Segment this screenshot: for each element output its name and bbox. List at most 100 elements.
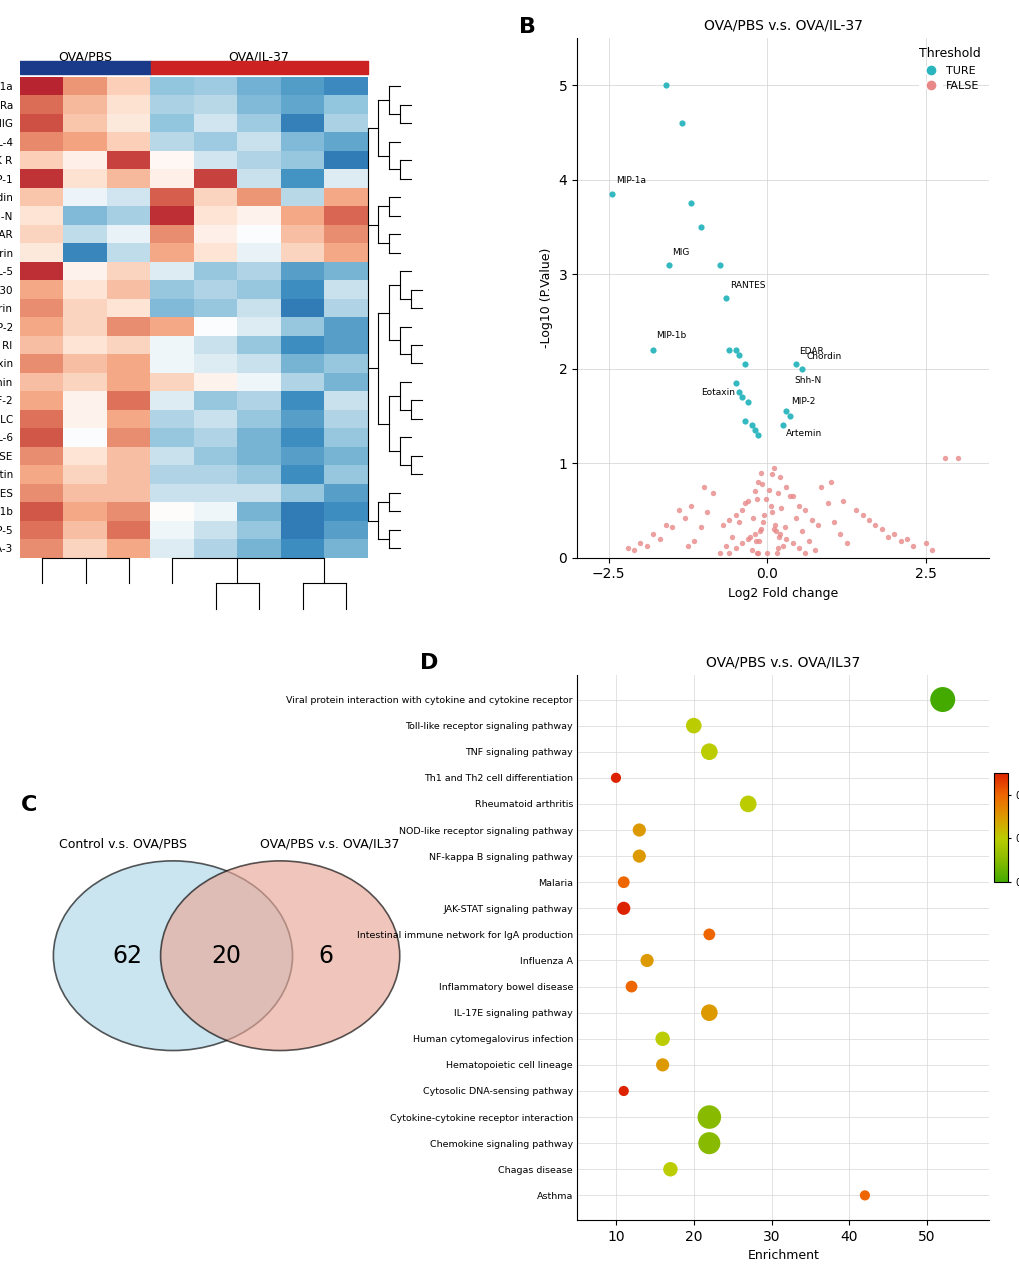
Point xyxy=(743,416,759,436)
Point xyxy=(860,510,876,530)
Point xyxy=(698,502,714,522)
Point xyxy=(680,536,696,557)
Point xyxy=(822,472,839,492)
Point xyxy=(794,358,810,379)
Point xyxy=(743,540,759,561)
Point xyxy=(730,344,746,365)
Point xyxy=(745,507,761,527)
Point xyxy=(787,507,803,527)
Point xyxy=(751,521,767,541)
Text: Eotaxin: Eotaxin xyxy=(700,388,734,397)
Point xyxy=(663,517,680,538)
Point xyxy=(825,511,842,531)
Point xyxy=(737,493,753,513)
Point xyxy=(757,489,773,510)
Text: Control v.s. OVA/PBS: Control v.s. OVA/PBS xyxy=(59,838,187,850)
Point xyxy=(777,402,794,422)
Point xyxy=(720,510,737,530)
Point xyxy=(737,411,753,431)
Point xyxy=(854,505,870,525)
Point xyxy=(638,951,654,971)
Point xyxy=(654,1028,671,1049)
Point xyxy=(638,536,654,557)
Point xyxy=(766,521,783,541)
X-axis label: Enrichment: Enrichment xyxy=(747,1249,818,1262)
Point xyxy=(607,768,624,788)
Point xyxy=(717,536,734,557)
Point xyxy=(686,530,702,550)
Point xyxy=(740,491,756,511)
Point xyxy=(619,538,635,558)
Point xyxy=(818,493,835,513)
Point xyxy=(866,515,882,535)
X-axis label: Log2 Fold change: Log2 Fold change xyxy=(728,587,838,600)
Point xyxy=(763,464,780,484)
Point xyxy=(631,846,647,867)
Ellipse shape xyxy=(53,860,292,1051)
Point xyxy=(746,524,762,544)
Point xyxy=(717,287,734,308)
Point xyxy=(949,449,965,469)
Point xyxy=(700,1003,716,1023)
Point xyxy=(892,530,908,550)
Point xyxy=(763,502,780,522)
Point xyxy=(794,521,810,541)
Point xyxy=(777,529,794,549)
Text: 6: 6 xyxy=(318,943,333,967)
Text: 20: 20 xyxy=(211,943,242,967)
Point xyxy=(723,526,740,547)
Point xyxy=(692,217,708,238)
Point xyxy=(747,530,763,550)
Point xyxy=(781,486,797,506)
Point xyxy=(651,529,667,549)
Point xyxy=(644,339,660,360)
Point xyxy=(700,1132,716,1153)
Point xyxy=(776,517,793,538)
Point xyxy=(774,536,791,557)
Point xyxy=(615,872,632,892)
Point xyxy=(623,976,639,996)
Point xyxy=(832,524,848,544)
Text: Artemin: Artemin xyxy=(786,428,822,437)
Point xyxy=(695,477,711,497)
Point xyxy=(923,540,940,561)
Point xyxy=(727,372,743,393)
Point xyxy=(797,501,813,521)
Point xyxy=(654,1055,671,1075)
Point xyxy=(749,543,765,563)
Point xyxy=(770,526,787,547)
Point xyxy=(904,536,920,557)
Text: OVA/IL-37: OVA/IL-37 xyxy=(228,50,289,64)
Point xyxy=(797,543,813,563)
Point xyxy=(673,113,689,133)
Point xyxy=(872,519,889,539)
Point xyxy=(790,538,806,558)
Point xyxy=(631,820,647,840)
Point xyxy=(657,515,674,535)
Point xyxy=(809,515,825,535)
Text: Shh-N: Shh-N xyxy=(793,376,820,385)
Text: Chordin: Chordin xyxy=(806,352,841,361)
Point xyxy=(806,540,822,561)
Point xyxy=(812,477,828,497)
Text: C: C xyxy=(21,794,38,815)
Y-axis label: -Log10 (P.Value): -Log10 (P.Value) xyxy=(539,248,552,348)
Point xyxy=(748,543,764,563)
Title: OVA/PBS v.s. OVA/IL-37: OVA/PBS v.s. OVA/IL-37 xyxy=(703,19,862,33)
Point xyxy=(685,716,701,736)
Point xyxy=(748,489,764,510)
Point xyxy=(730,383,746,403)
Point xyxy=(741,526,757,547)
Point xyxy=(727,505,743,525)
Text: B: B xyxy=(519,18,536,37)
Point xyxy=(692,517,708,538)
Point xyxy=(753,474,769,494)
Point xyxy=(790,496,806,516)
Point xyxy=(700,1107,716,1127)
Point xyxy=(803,510,819,530)
Point xyxy=(765,519,782,539)
Text: OVA/PBS: OVA/PBS xyxy=(58,50,112,64)
Point xyxy=(644,524,660,544)
Point xyxy=(772,498,789,519)
Point xyxy=(856,1185,872,1205)
